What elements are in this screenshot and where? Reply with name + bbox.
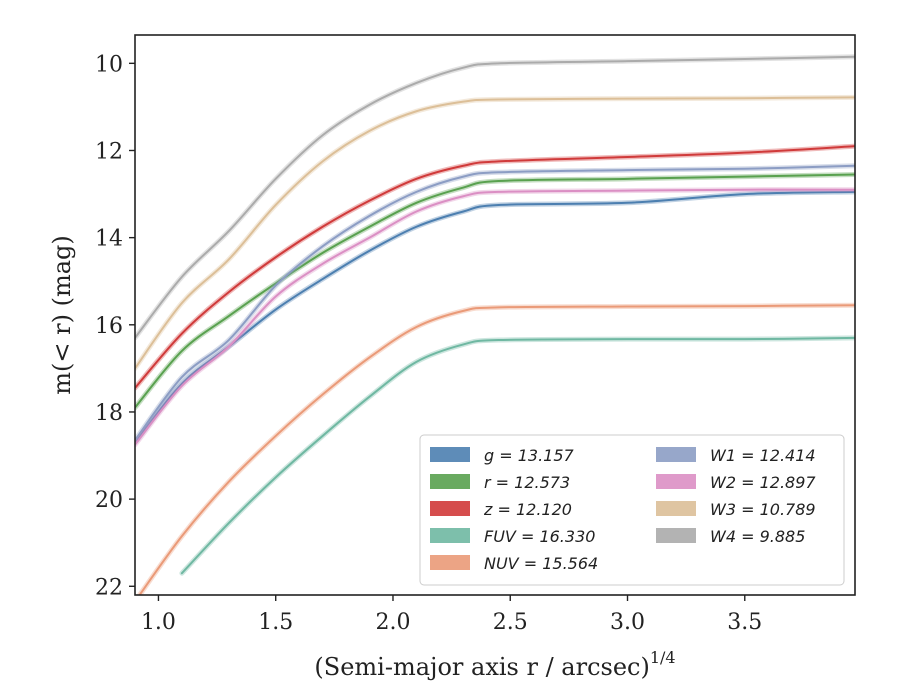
series-line-6 <box>135 188 855 446</box>
y-axis-title: m(< r) (mag) <box>48 235 76 394</box>
x-tick-label: 2.5 <box>493 610 528 635</box>
x-axis-title: (Semi-major axis r / arcsec)1/4 <box>314 648 675 681</box>
x-tick-label: 2.0 <box>375 610 410 635</box>
series-line-2 <box>135 145 855 389</box>
legend-label-0: g = 13.157 <box>484 446 575 465</box>
series-layer <box>135 54 855 595</box>
y-tick-label: 20 <box>95 488 123 513</box>
y-tick-label: 10 <box>95 52 123 77</box>
legend-label-2: z = 12.120 <box>483 500 572 519</box>
legend-label-7: W3 = 10.789 <box>710 500 816 519</box>
legend-swatch-3 <box>430 528 470 543</box>
legend-label-5: W1 = 12.414 <box>710 446 816 465</box>
x-tick-label: 3.5 <box>727 610 762 635</box>
legend-label-1: r = 12.573 <box>484 473 570 492</box>
series-line-3 <box>180 336 855 575</box>
legend-box <box>419 434 845 586</box>
y-tick-label: 14 <box>95 227 123 252</box>
y-tick-label: 18 <box>95 401 123 426</box>
y-tick-label: 16 <box>95 314 123 339</box>
y-tick-label: 22 <box>95 575 123 600</box>
legend-swatch-0 <box>430 447 470 462</box>
x-tick-label: 1.0 <box>141 610 176 635</box>
x-axis-title-main: (Semi-major axis r / arcsec) <box>314 653 649 681</box>
series-line-4 <box>138 304 855 595</box>
y-tick-label: 12 <box>95 139 123 164</box>
legend-swatch-7 <box>656 501 696 516</box>
legend-label-6: W2 = 12.897 <box>710 473 816 492</box>
legend-swatch-8 <box>656 528 696 543</box>
legend: g = 13.157 r = 12.573 z = 12.120 FUV = 16.3… <box>419 434 845 586</box>
series-line-7 <box>135 96 855 370</box>
series-band-6 <box>135 187 855 448</box>
series-band-1 <box>135 171 855 411</box>
legend-swatch-5 <box>656 447 696 462</box>
legend-swatch-2 <box>430 501 470 516</box>
legend-label-3: FUV = 16.330 <box>484 527 595 546</box>
x-axis-title-exponent: 1/4 <box>650 648 676 667</box>
series-band-0 <box>135 189 855 445</box>
x-tick-label: 3.0 <box>610 610 645 635</box>
plot-frame <box>134 34 856 596</box>
axes: 1.0 1.5 2.0 2.5 3.0 3.5 10 12 14 16 18 20 22 (Semi-ma… <box>48 34 856 681</box>
series-line-8 <box>135 55 855 339</box>
series-line-0 <box>135 190 855 444</box>
series-line-1 <box>135 173 855 409</box>
legend-swatch-1 <box>430 474 470 489</box>
x-tick-label: 1.5 <box>258 610 293 635</box>
series-line-5 <box>135 164 855 442</box>
legend-swatch-6 <box>656 474 696 489</box>
legend-label-4: NUV = 15.564 <box>484 554 598 573</box>
legend-swatch-4 <box>430 555 470 570</box>
legend-label-8: W4 = 9.885 <box>710 527 805 546</box>
